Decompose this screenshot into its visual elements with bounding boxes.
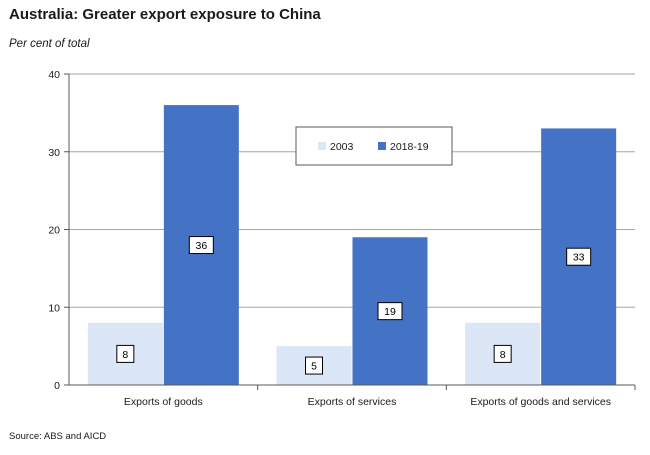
y-tick-label: 20 [48, 225, 60, 237]
x-category-label: Exports of goods and services [470, 396, 611, 408]
x-axis-labels: Exports of goods Exports of services Expor… [124, 396, 611, 408]
legend-label: 2018-19 [390, 141, 429, 153]
data-label-box [305, 356, 323, 375]
y-tick-label: 0 [54, 380, 60, 392]
data-label-box [188, 236, 214, 255]
data-label: 36 [188, 236, 214, 255]
source-note: Source: ABS and AICD [9, 431, 107, 442]
data-label-text: 36 [195, 240, 207, 252]
data-label-text: 8 [122, 349, 128, 361]
data-label: 5 [305, 356, 323, 375]
bars [87, 105, 617, 386]
chart-title: Australia: Greater export exposure to Ch… [9, 6, 321, 23]
data-label: 8 [116, 344, 135, 363]
data-labels: 8 36 5 19 8 33 [116, 236, 592, 375]
data-label: 19 [377, 302, 403, 321]
data-label-text: 19 [384, 306, 396, 318]
y-axis-unit-label: Per cent of total [9, 38, 90, 50]
y-axis-ticks: 0 10 20 30 40 [48, 69, 69, 392]
data-label-text: 5 [311, 361, 317, 373]
legend-swatch [378, 142, 386, 150]
data-label: 33 [566, 247, 592, 266]
data-label-text: 8 [500, 349, 506, 361]
y-tick-label: 10 [48, 302, 60, 314]
data-label-box [377, 302, 403, 321]
y-tick-label: 30 [48, 147, 60, 159]
data-label: 8 [493, 344, 512, 363]
data-label-box [116, 344, 135, 363]
legend-label: 2003 [330, 141, 354, 153]
y-tick-label: 40 [48, 69, 60, 81]
legend-swatch [318, 142, 326, 150]
data-label-text: 33 [573, 252, 585, 264]
x-category-label: Exports of services [308, 396, 397, 408]
data-label-box [493, 344, 512, 363]
data-label-box [566, 247, 592, 266]
legend: 2003 2018-19 [295, 126, 453, 166]
x-category-label: Exports of goods [124, 396, 203, 408]
